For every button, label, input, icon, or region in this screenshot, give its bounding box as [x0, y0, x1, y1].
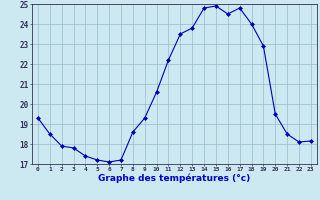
X-axis label: Graphe des températures (°c): Graphe des températures (°c): [98, 174, 251, 183]
